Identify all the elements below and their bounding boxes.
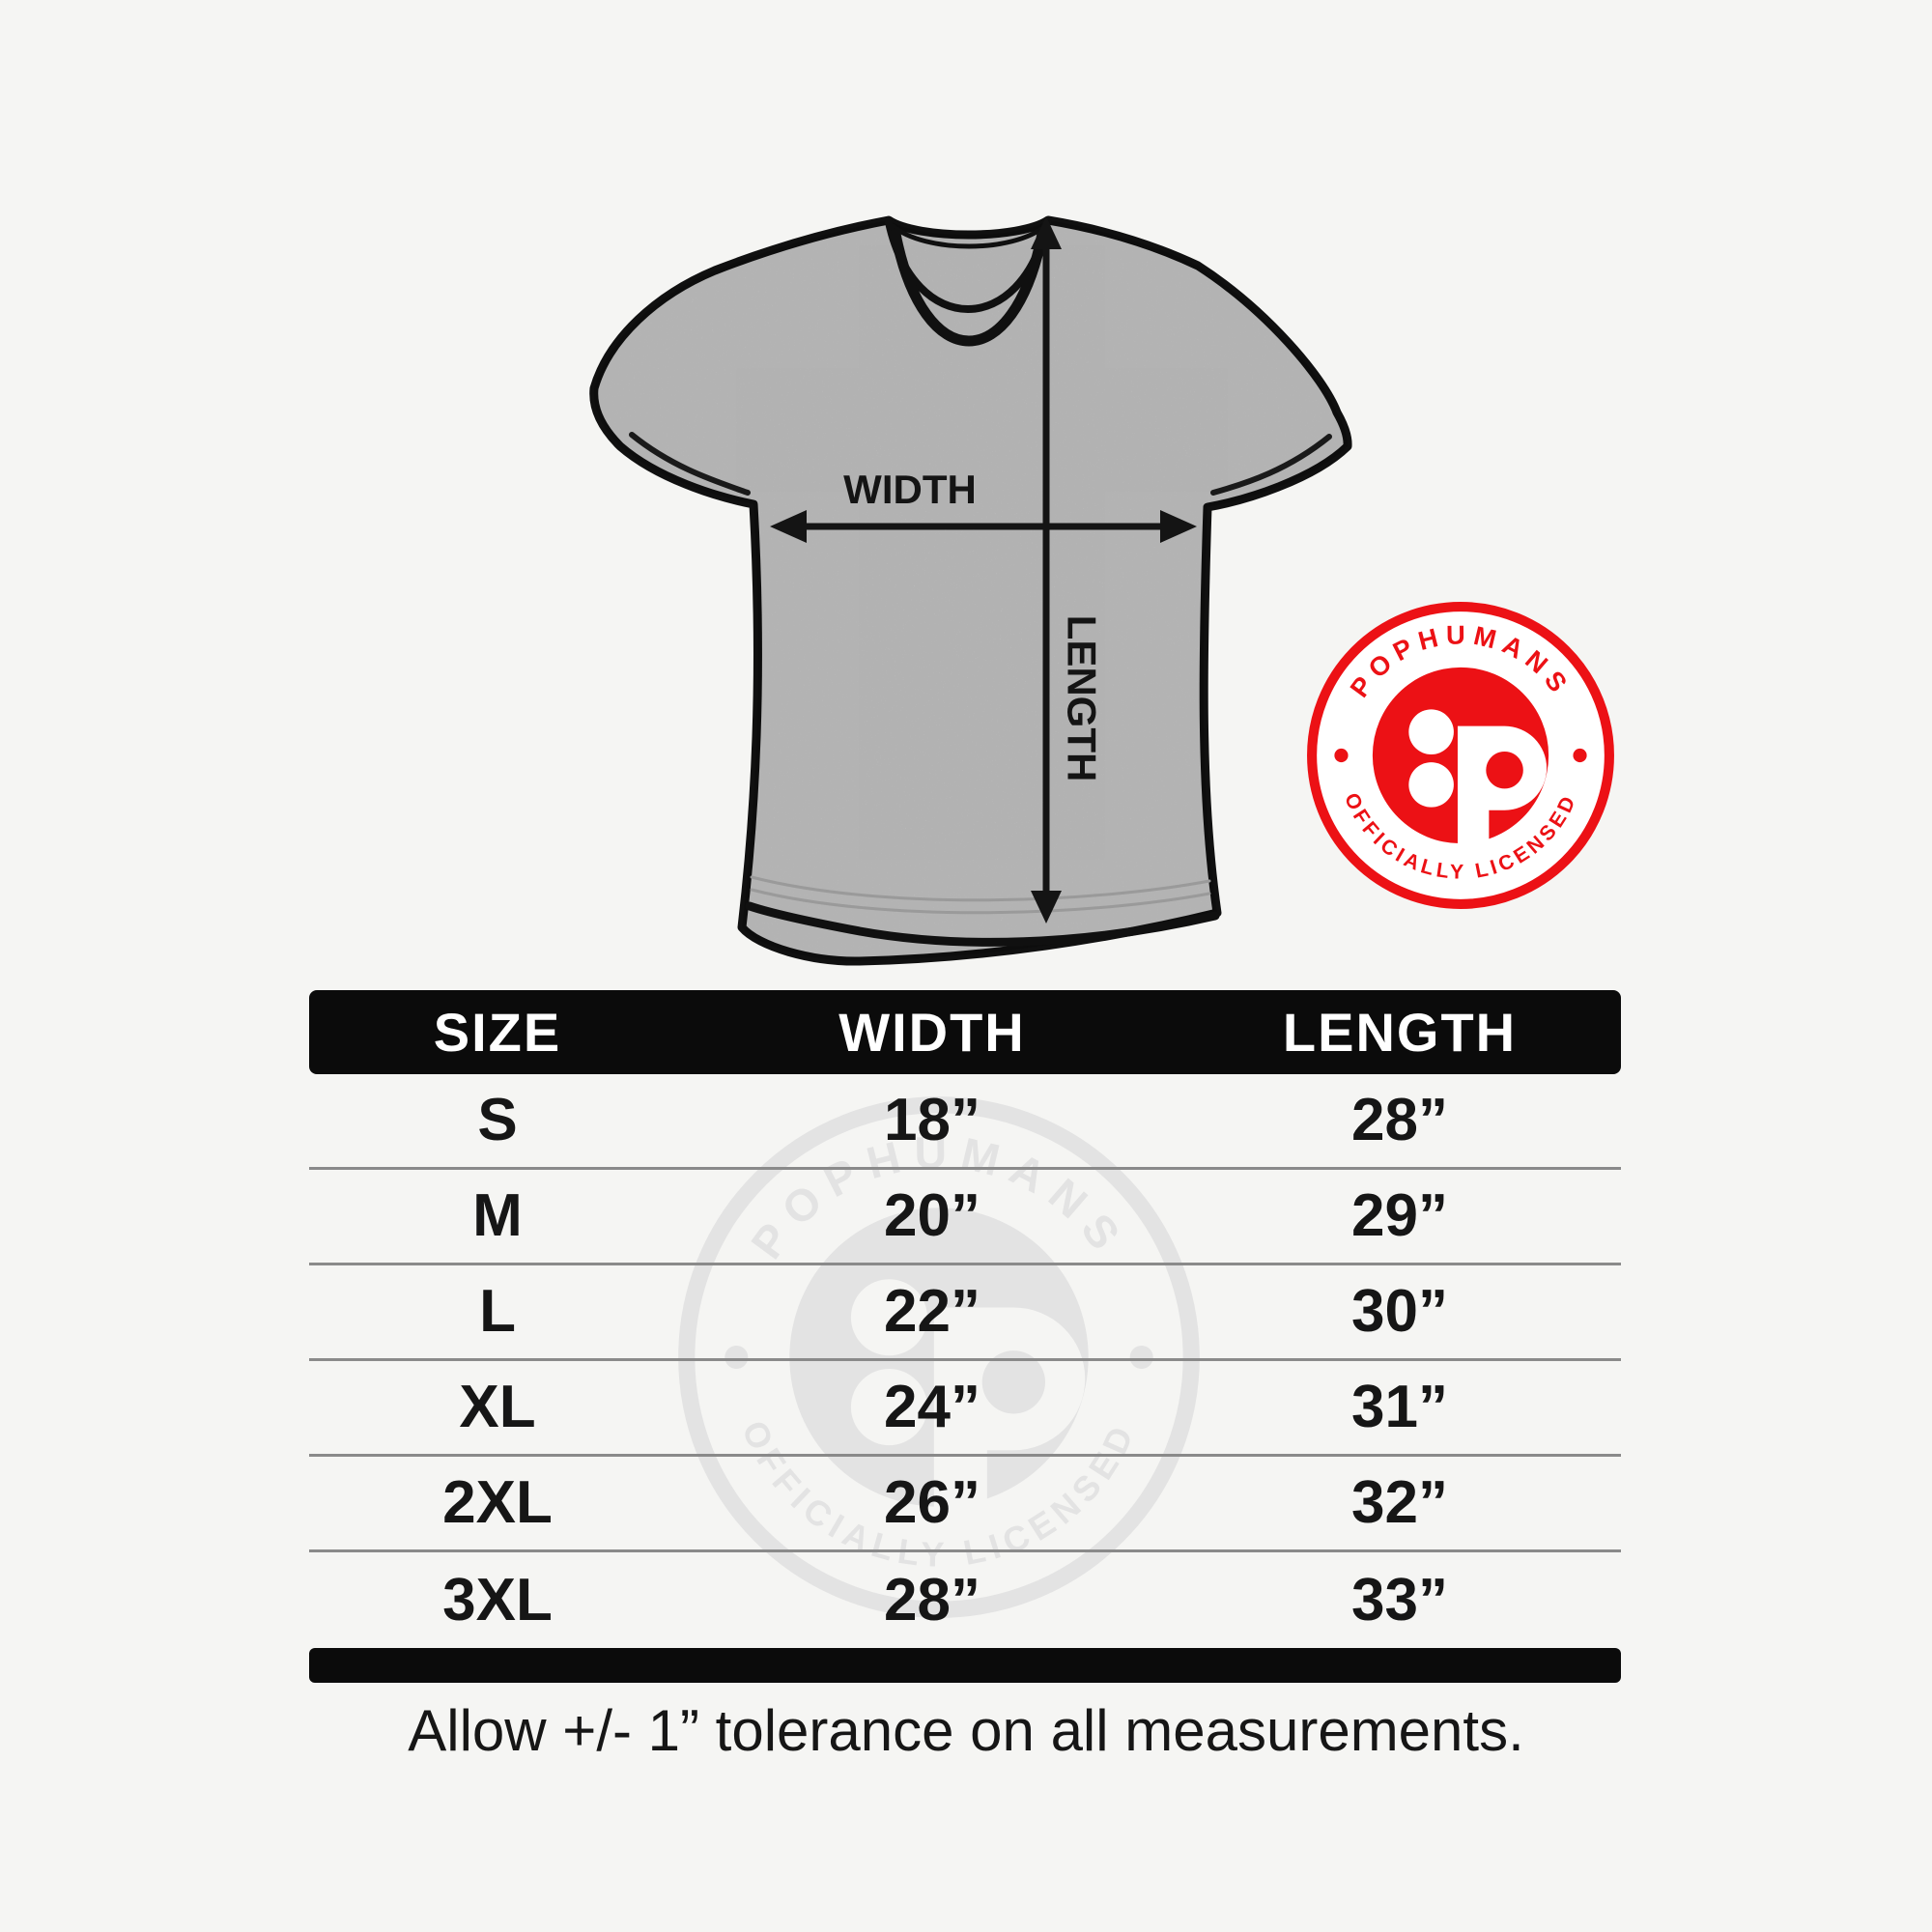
width-cell: 18”: [884, 1087, 980, 1153]
width-cell: 26”: [884, 1469, 980, 1536]
table-row: M 20” 29”: [309, 1170, 1621, 1265]
size-table-header: SIZE WIDTH LENGTH: [309, 990, 1621, 1074]
tolerance-note: Allow +/- 1” tolerance on all measuremen…: [408, 1698, 1524, 1763]
col-header-size: SIZE: [433, 1001, 562, 1063]
sleeve-cuffs: [629, 432, 1332, 496]
badge-side-dot: [1573, 748, 1587, 763]
logo-colon-dot: [850, 1279, 927, 1356]
pophumans-licensed-badge: POPHUMANS OFFICIALLY LICENSED: [1304, 599, 1617, 912]
width-arrow: [770, 510, 1197, 543]
length-arrow-label: LENGTH: [1060, 615, 1105, 782]
logo-letter-p: [1457, 725, 1548, 854]
badge-side-dot: [724, 1345, 749, 1370]
hem-detail: [745, 875, 1220, 947]
width-cell: 28”: [884, 1566, 980, 1634]
length-arrow: [1031, 216, 1062, 923]
size-table-body: S 18” 28” M 20” 29” L 22” 30” XL 24” 31” 2XL 26” 32” 3X…: [309, 1074, 1621, 1648]
table-row: S 18” 28”: [309, 1074, 1621, 1170]
width-cell: 20”: [884, 1182, 980, 1249]
width-arrow-label: WIDTH: [843, 467, 977, 512]
badge-ring: [678, 1096, 1200, 1618]
length-cell: 33”: [1351, 1566, 1448, 1634]
logo-colon-dot: [1408, 762, 1454, 808]
logo-colon-dot: [850, 1369, 927, 1446]
size-cell: 2XL: [442, 1469, 553, 1536]
table-row: 2XL 26” 32”: [309, 1457, 1621, 1552]
table-bottom-bar: [309, 1648, 1621, 1683]
col-header-width: WIDTH: [838, 1001, 1026, 1063]
size-cell: 3XL: [442, 1566, 553, 1634]
size-table: SIZE WIDTH LENGTH S 18” 28” M 20” 29” L 22” 30” X…: [309, 990, 1621, 1683]
size-cell: L: [479, 1278, 516, 1345]
table-row: XL 24” 31”: [309, 1361, 1621, 1457]
table-row: L 22” 30”: [309, 1265, 1621, 1361]
table-row: 3XL 28” 33”: [309, 1552, 1621, 1648]
logo-letter-p: [933, 1307, 1086, 1523]
width-cell: 22”: [884, 1278, 980, 1345]
badge-side-dot: [1129, 1345, 1153, 1370]
tshirt-diagram: WIDTH LENGTH: [589, 215, 1352, 966]
length-cell: 29”: [1351, 1182, 1448, 1249]
col-header-length: LENGTH: [1282, 1001, 1518, 1063]
pophumans-watermark: POPHUMANS OFFICIALLY LICENSED: [673, 1092, 1205, 1623]
length-cell: 30”: [1351, 1278, 1448, 1345]
size-cell: M: [472, 1182, 523, 1249]
width-cell: 24”: [884, 1374, 980, 1440]
collar: [885, 218, 1051, 347]
length-cell: 31”: [1351, 1374, 1448, 1440]
logo-colon-dot: [1408, 709, 1454, 754]
length-cell: 32”: [1351, 1469, 1448, 1536]
badge-side-dot: [1334, 748, 1349, 763]
length-cell: 28”: [1351, 1087, 1448, 1153]
size-cell: S: [477, 1087, 518, 1153]
size-cell: XL: [459, 1374, 536, 1440]
